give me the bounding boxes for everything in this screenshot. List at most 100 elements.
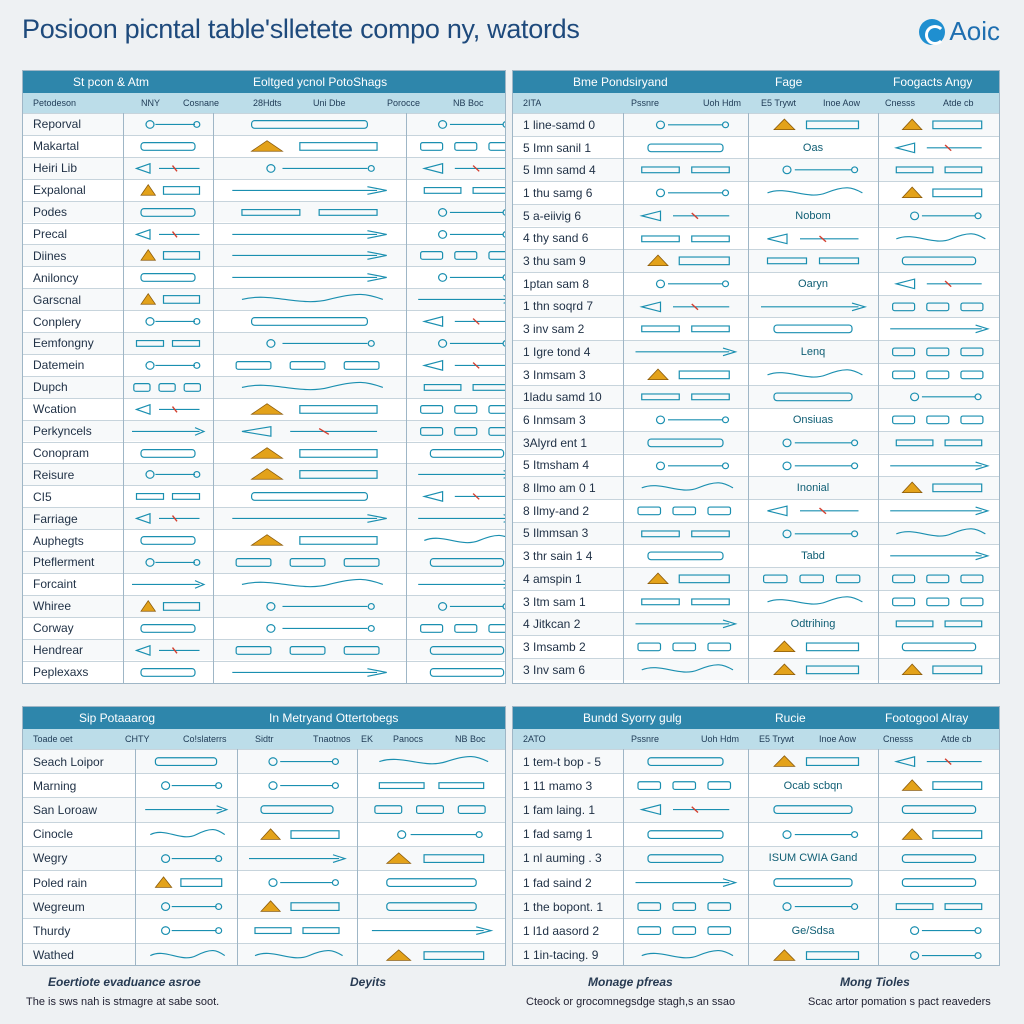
column-header[interactable]: Inoe Aow (819, 734, 857, 744)
column-header[interactable]: Atde cb (943, 98, 974, 108)
column-header[interactable]: Panocs (393, 734, 424, 744)
table-row[interactable]: Hendrear (23, 638, 505, 661)
column-header[interactable]: NNY (141, 98, 161, 108)
table-row[interactable]: 5 a-eiivig 6 Nobom (513, 203, 999, 227)
column-header[interactable]: NB Boc (453, 98, 484, 108)
table-row[interactable]: Wcation (23, 397, 505, 420)
column-header[interactable]: Sidtr (255, 734, 274, 744)
column-header[interactable]: E5 Trywt (761, 98, 797, 108)
table-row[interactable]: 1ladu samd 10 (513, 385, 999, 409)
table-row[interactable]: 3 Imsamb 2 (513, 635, 999, 658)
table-row[interactable]: Podes (23, 200, 505, 223)
table-row[interactable]: Poled rain (23, 870, 505, 894)
column-header[interactable]: 28Hdts (253, 98, 282, 108)
table-row[interactable]: Wathed (23, 942, 505, 965)
table-row[interactable]: 8 Ilmy-and 2 (513, 498, 999, 522)
column-header[interactable]: Atde cb (941, 734, 972, 744)
table-row[interactable]: Whiree (23, 594, 505, 617)
table-row[interactable]: 1 1in-tacing. 9 (513, 942, 999, 965)
table-row[interactable]: 1 Igre tond 4 Lenq (513, 340, 999, 363)
table-row[interactable]: 1 l1d aasord 2 Ge/Sdsa (513, 918, 999, 942)
table-row[interactable]: Auphegts (23, 529, 505, 551)
table-row[interactable]: 4 Jitkcan 2 Odtrihing (513, 612, 999, 636)
table-row[interactable]: Cinocle (23, 821, 505, 846)
table-row[interactable]: Corway (23, 616, 505, 639)
column-header[interactable]: 2ITA (523, 98, 542, 108)
table-row[interactable]: Wegry (23, 845, 505, 870)
table-row[interactable]: 5 Imn sanil 1 Oas (513, 135, 999, 159)
column-header[interactable]: Uoh Hdm (701, 734, 740, 744)
table-row[interactable]: Wegreum (23, 894, 505, 919)
table-row[interactable]: Conopram (23, 441, 505, 464)
column-header[interactable]: Pssnre (631, 734, 660, 744)
column-header[interactable]: NB Boc (455, 734, 486, 744)
table-row[interactable]: 1 tem-t bop - 5 (513, 749, 999, 774)
table-row[interactable]: Eemfongny (23, 332, 505, 354)
table-row[interactable]: Peplexaxs (23, 660, 505, 683)
table-row[interactable]: 3 thu sam 9 (513, 249, 999, 272)
table-row[interactable]: Makartal (23, 134, 505, 157)
table-row[interactable]: Garscnal (23, 288, 505, 311)
column-header[interactable]: Uoh Hdm (703, 98, 742, 108)
table-row[interactable]: 3 inv sam 2 (513, 317, 999, 340)
table-row[interactable]: Datemein (23, 353, 505, 376)
table-row[interactable]: 1 nl auming . 3 ISUM CWIA Gand (513, 845, 999, 870)
column-header[interactable]: Toade oet (33, 734, 73, 744)
table-row[interactable]: Aniloncy (23, 266, 505, 288)
column-header[interactable]: Porocce (387, 98, 421, 108)
symbol-cell (623, 798, 748, 821)
column-header[interactable]: Cnesss (883, 734, 914, 744)
column-header[interactable]: Uni Dbe (313, 98, 346, 108)
table-row[interactable]: San Loroaw (23, 797, 505, 822)
column-header[interactable]: CHTY (125, 734, 150, 744)
column-header[interactable]: Inoe Aow (823, 98, 861, 108)
table-row[interactable]: 1 11 mamo 3 Ocab scbqn (513, 773, 999, 797)
table-row[interactable]: Seach Loipor (23, 749, 505, 774)
table-row[interactable]: Expalonal (23, 178, 505, 201)
table-row[interactable]: Reisure (23, 463, 505, 486)
table-row[interactable]: Forcaint (23, 572, 505, 595)
table-row[interactable]: 1 thu samg 6 (513, 181, 999, 204)
table-row[interactable]: 8 Ilmo am 0 1 Inonial (513, 476, 999, 499)
table-row[interactable]: Heiri Lib (23, 156, 505, 179)
table-row[interactable]: 1 the bopont. 1 (513, 894, 999, 919)
table-row[interactable]: CI5 (23, 485, 505, 507)
column-header[interactable]: Pssnre (631, 98, 660, 108)
table-row[interactable]: Reporval (23, 113, 505, 135)
table-row[interactable]: 4 thy sand 6 (513, 226, 999, 250)
table-row[interactable]: 3Alyrd ent 1 (513, 430, 999, 454)
column-header[interactable]: 2ATO (523, 734, 546, 744)
table-row[interactable]: 5 Ilmmsan 3 (513, 521, 999, 545)
table-row[interactable]: Thurdy (23, 918, 505, 942)
table-row[interactable]: Precal (23, 222, 505, 245)
table-row[interactable]: 1 thn soqrd 7 (513, 294, 999, 318)
table-row[interactable]: 3 Itm sam 1 (513, 589, 999, 613)
table-row[interactable]: Farriage (23, 507, 505, 530)
table-row[interactable]: 6 Inmsam 3 Onsiuas (513, 408, 999, 431)
column-header[interactable]: Co!slaterrs (183, 734, 227, 744)
table-row[interactable]: 3 Inmsam 3 (513, 362, 999, 386)
table-row[interactable]: Conplery (23, 310, 505, 332)
table-row[interactable]: 3 thr sain 1 4 Tabd (513, 544, 999, 567)
column-header[interactable]: EK (361, 734, 374, 744)
column-header[interactable]: Cosnane (183, 98, 220, 108)
table-row[interactable]: Perkyncels (23, 419, 505, 442)
column-header[interactable]: E5 Trywt (759, 734, 795, 744)
table-row[interactable]: 1 line-samd 0 (513, 113, 999, 136)
column-header[interactable]: Petodeson (33, 98, 77, 108)
table-row[interactable]: 1 fam laing. 1 (513, 797, 999, 822)
table-row[interactable]: 1ptan sam 8 Oaryn (513, 271, 999, 295)
panel-header: St pcon & Atm Eoltged ycnol PotoShags (23, 71, 505, 93)
table-row[interactable]: 5 Itmsham 4 (513, 453, 999, 477)
table-row[interactable]: 1 fad saind 2 (513, 870, 999, 894)
table-row[interactable]: Diines (23, 244, 505, 267)
table-row[interactable]: Marning (23, 773, 505, 797)
table-row[interactable]: Pteflerment (23, 551, 505, 573)
column-header[interactable]: Tnaotnos (313, 734, 351, 744)
column-header[interactable]: Cnesss (885, 98, 916, 108)
table-row[interactable]: 3 Inv sam 6 (513, 657, 999, 681)
table-row[interactable]: 5 Imn samd 4 (513, 158, 999, 182)
table-row[interactable]: Dupch (23, 375, 505, 398)
table-row[interactable]: 4 amspin 1 (513, 567, 999, 590)
table-row[interactable]: 1 fad samg 1 (513, 821, 999, 846)
